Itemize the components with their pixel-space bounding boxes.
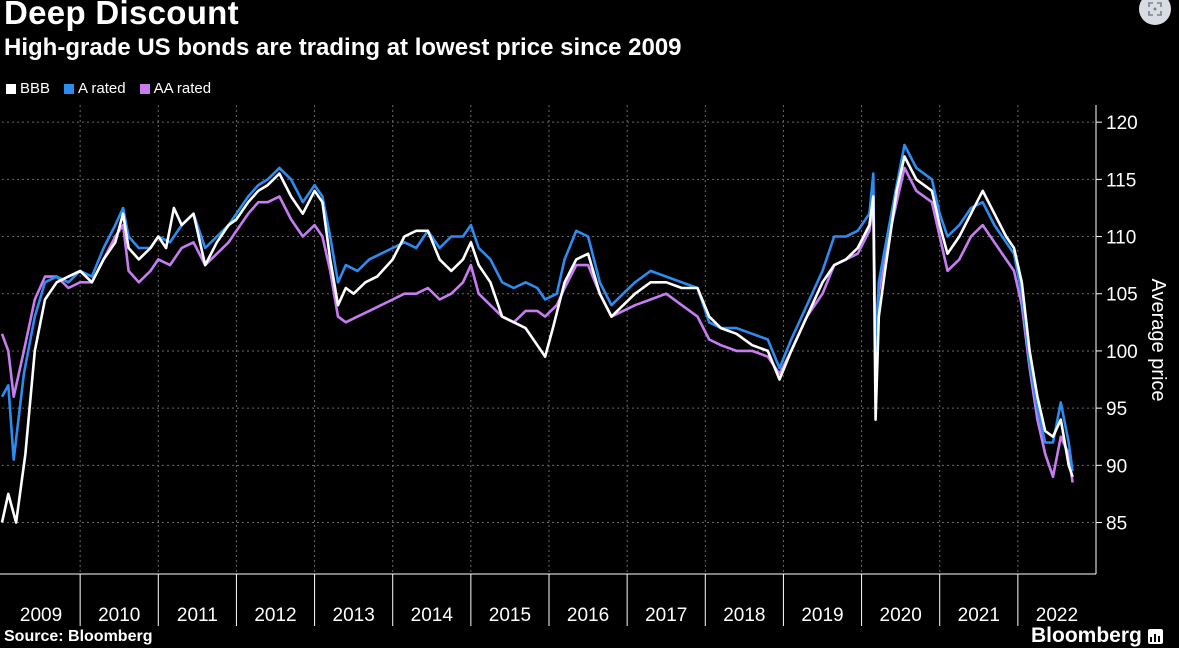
y-tick-label: 120 [1106,113,1138,134]
legend-swatch-a-rated [64,83,75,94]
source-note: Source: Bloomberg [4,628,153,645]
legend-swatch-bbb [6,83,16,94]
legend-item-aa-rated: AA rated [139,80,212,97]
y-axis-label: Average price [1147,278,1169,401]
x-tick-label: 2015 [489,605,531,626]
x-tick-label: 2018 [723,605,765,626]
x-tick-label: 2009 [20,605,62,626]
bloomberg-logo: Bloomberg [1031,624,1163,648]
series-line-a-rated [0,143,1074,472]
x-tick-label: 2017 [645,605,687,626]
legend-swatch-aa-rated [139,83,150,94]
x-tick-label: 2016 [567,605,609,626]
expand-button[interactable] [1139,0,1171,25]
series-line-aa-rated [0,166,1074,483]
y-tick-label: 90 [1106,456,1127,477]
y-tick-label: 95 [1106,399,1127,420]
x-tick-label: 2011 [177,605,218,626]
series-line-bbb [0,155,1074,524]
x-tick-label: 2021 [958,605,1000,626]
chart-subtitle: High-grade US bonds are trading at lowes… [4,34,682,61]
y-tick-label: 85 [1106,514,1127,535]
brand-name: Bloomberg [1031,624,1142,647]
legend-label-a-rated: A rated [78,80,126,97]
y-tick-label: 105 [1106,285,1138,306]
x-tick-label: 2014 [411,605,454,626]
y-tick-label: 110 [1106,228,1136,249]
x-tick-label: 2012 [254,605,296,626]
x-tick-label: 2020 [880,605,922,626]
x-tick-label: 2010 [98,605,140,626]
legend-item-bbb: BBB [6,80,50,97]
y-tick-label: 115 [1106,170,1136,191]
series-layer [0,143,1074,524]
expand-icon [1148,2,1162,16]
chart-title: Deep Discount [4,0,239,31]
legend: BBB A rated AA rated [6,80,211,97]
axis-layer: 85 90 95 100 105 110 115 120 2009 2010 2011 2012 201… [0,105,1138,626]
grid-layer [2,105,1096,574]
x-tick-label: 2013 [333,605,375,626]
x-tick-label: 2022 [1036,605,1078,626]
legend-label-bbb: BBB [20,80,51,97]
y-tick-label: 100 [1106,342,1138,363]
legend-label-aa-rated: AA rated [153,80,212,97]
bloomberg-terminal-icon [1147,628,1163,644]
x-tick-label: 2019 [801,605,843,626]
legend-item-a-rated: A rated [64,80,126,97]
